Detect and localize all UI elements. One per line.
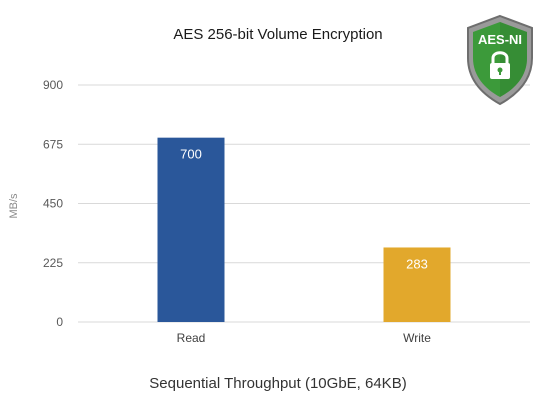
y-tick-label: 900 — [43, 78, 63, 92]
badge-label: AES-NI — [464, 32, 536, 47]
y-tick-label: 450 — [43, 197, 63, 211]
y-tick-label: 675 — [43, 137, 63, 151]
y-tick-label: 0 — [56, 315, 63, 329]
x-axis-label: Sequential Throughput (10GbE, 64KB) — [0, 375, 556, 392]
data-label: 283 — [406, 256, 428, 271]
y-tick-label: 225 — [43, 256, 63, 270]
x-tick-label: Write — [403, 331, 431, 345]
data-label: 700 — [180, 147, 202, 162]
bar-read — [158, 138, 225, 322]
aes-ni-badge: AES-NI — [464, 14, 536, 106]
shield-icon — [464, 14, 536, 106]
x-tick-label: Read — [177, 331, 206, 345]
